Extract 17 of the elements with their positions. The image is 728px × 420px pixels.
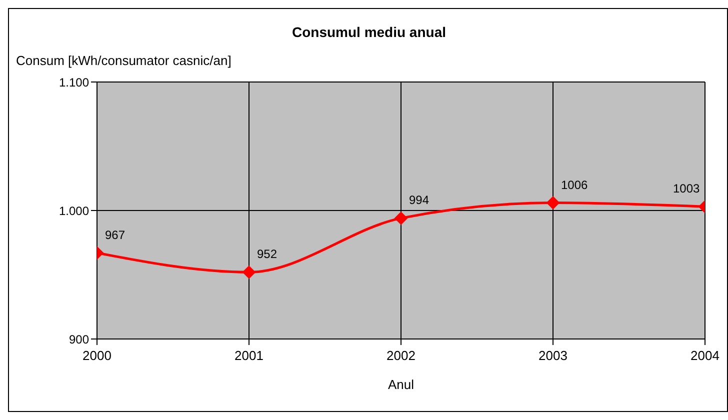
x-axis-title: Anul	[388, 377, 414, 392]
chart-title: Consumul mediu anual	[290, 24, 447, 40]
data-label: 952	[257, 247, 278, 262]
y-tick-label: 1.000	[58, 204, 90, 218]
point	[394, 212, 408, 225]
x-tick-label: 2001	[234, 348, 264, 364]
data-label: 1006	[561, 178, 588, 192]
data-label: 994	[409, 193, 430, 208]
x-tick-label: 2000	[82, 348, 112, 364]
y-tick-label: 900	[68, 332, 90, 346]
data-label: 1003	[673, 182, 700, 196]
data-label: 967	[105, 228, 126, 242]
x-tick-label: 2002	[386, 348, 416, 364]
x-tick-label: 2003	[538, 348, 568, 364]
y-axis-title: Consum [kWh/consumator casnic/an]	[16, 53, 232, 68]
y-tick-label: 1.100	[58, 75, 90, 90]
x-tick-label: 2004	[690, 348, 720, 364]
